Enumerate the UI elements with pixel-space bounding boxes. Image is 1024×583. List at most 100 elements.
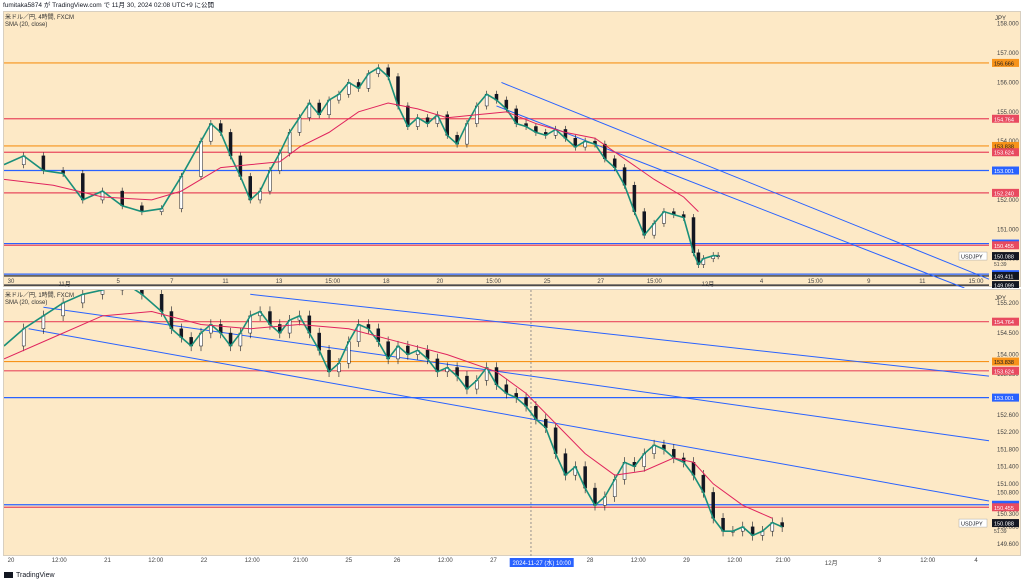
lower-candle-body — [159, 294, 164, 312]
footer-brand[interactable]: TradingView — [4, 569, 55, 583]
lower-last-price-tag — [992, 519, 1019, 528]
upper-x-tick: 15:00 — [807, 279, 823, 285]
lower-currency-label[interactable]: JPY — [994, 296, 1006, 302]
upper-x-tick: 25 — [543, 279, 551, 285]
upper-x-tick: 18 — [382, 279, 390, 285]
upper-y-tick: 152.000 — [997, 198, 1019, 204]
upper-level-tag — [992, 141, 1019, 150]
upper-x-axis: 30 11月 5 7 11 13 15:00 18 20 15:00 25 27 15:00 12月 4 15… — [3, 277, 988, 289]
upper-level-label: 156.666 — [994, 61, 1014, 67]
lower-chart-svg[interactable]: 155.200154.500154.000153.550153.000152.6… — [3, 276, 1022, 557]
lower-x-tick: 12:00 — [51, 558, 67, 564]
upper-level-label: 149.411 — [994, 274, 1013, 280]
lower-y-tick: 151.000 — [997, 482, 1019, 488]
lower-x-tick: 2024-11-27 (水) 10:00 — [509, 558, 575, 567]
upper-candle-body — [41, 155, 46, 171]
upper-level-tag — [992, 58, 1019, 67]
lower-y-tick: 152.200 — [997, 430, 1019, 436]
upper-chart-svg[interactable]: 158.000157.000156.000155.000154.000153.0… — [3, 12, 1022, 290]
upper-currency-label[interactable]: JPY — [994, 16, 1006, 22]
upper-level-label: 153.624 — [994, 151, 1014, 157]
lower-candle-body — [21, 328, 26, 347]
upper-level-label: 154.764 — [994, 117, 1014, 123]
upper-x-tick: 27 — [597, 279, 605, 285]
lower-level-tag — [992, 393, 1019, 402]
upper-x-tick: 12月 — [701, 282, 715, 288]
upper-x-tick: 7 — [170, 279, 174, 285]
lower-sma-line — [3, 311, 773, 519]
upper-x-tick: 13 — [275, 279, 283, 285]
lower-x-tick: 12:00 — [437, 558, 453, 564]
lower-legend-sma: SMA (20, close) — [5, 300, 48, 306]
lower-level-tag — [992, 317, 1019, 326]
upper-x-tick: 11月 — [58, 282, 71, 288]
upper-level-tag — [992, 241, 1019, 250]
lower-x-tick: 22 — [200, 558, 208, 564]
upper-level-tag — [992, 114, 1019, 123]
lower-y-tick: 152.600 — [997, 413, 1019, 419]
upper-legend-symbol: 米ドル／円, 4時間, FXCM — [5, 15, 75, 21]
lower-y-tick: 150.000 — [997, 525, 1019, 531]
lower-countdown: 51:39 — [994, 529, 1007, 535]
upper-trend-line — [496, 105, 965, 289]
upper-y-tick: 151.000 — [997, 227, 1019, 233]
lower-candle-body — [41, 315, 46, 330]
lower-y-tick: 154.500 — [997, 331, 1019, 337]
lower-x-tick: 29 — [683, 558, 690, 564]
lower-y-tick: 149.600 — [997, 542, 1019, 548]
upper-x-tick: 11 — [919, 279, 926, 285]
upper-x-tick: 11 — [222, 279, 229, 285]
lower-x-tick: 12月 — [824, 561, 838, 567]
upper-price-line — [3, 66, 719, 267]
upper-y-tick: 156.000 — [997, 80, 1019, 86]
lower-y-tick: 154.000 — [997, 353, 1019, 359]
lower-price-line — [3, 280, 783, 537]
upper-x-tick: 30 — [7, 279, 15, 285]
lower-candle-body — [780, 522, 784, 528]
lower-x-tick: 28 — [586, 558, 594, 564]
lower-x-tick: 3 — [877, 558, 882, 564]
upper-level-label: 152.240 — [994, 191, 1014, 197]
lower-x-tick: 12:00 — [630, 558, 646, 564]
upper-x-tick: 15:00 — [325, 279, 341, 285]
lower-level-tag — [992, 503, 1019, 512]
lower-legend: 米ドル／円, 1時間, FXCM SMA (20, close) — [5, 293, 74, 307]
upper-level-label: 149.099 — [994, 284, 1014, 288]
upper-level-label: 153.838 — [994, 144, 1014, 150]
upper-x-tick: 5 — [116, 279, 120, 285]
upper-x-tick: 4 — [759, 279, 764, 285]
lower-level-tag — [992, 366, 1019, 375]
lower-x-tick: 27 — [490, 558, 497, 564]
upper-y-tick: 158.000 — [997, 22, 1019, 28]
lower-trend-line — [28, 328, 990, 502]
lower-legend-symbol: 米ドル／円, 1時間, FXCM — [5, 293, 75, 299]
lower-level-label: 154.764 — [994, 320, 1014, 326]
upper-chart-pane[interactable]: 158.000157.000156.000155.000154.000153.0… — [3, 11, 1022, 290]
lower-x-tick: 12:00 — [148, 558, 164, 564]
upper-level-tag — [992, 271, 1019, 280]
upper-candle-body — [199, 140, 203, 177]
upper-level-tag — [992, 281, 1019, 290]
upper-legend-sma: SMA (20, close) — [5, 22, 48, 28]
lower-trend-line — [250, 293, 990, 377]
lower-trend-line — [43, 306, 990, 442]
upper-level-tag — [992, 188, 1019, 197]
lower-y-tick: 155.200 — [997, 301, 1019, 307]
upper-countdown: 51:39 — [994, 262, 1007, 268]
lower-y-tick: 153.550 — [997, 372, 1019, 378]
upper-x-tick: 15:00 — [968, 279, 984, 285]
lower-x-tick: 12:00 — [244, 558, 260, 564]
lower-x-tick: 21:00 — [775, 558, 791, 564]
lower-symbol-tag: USDJPY — [961, 522, 983, 528]
upper-level-label: 150.455 — [994, 244, 1014, 250]
lower-chart-pane[interactable]: 155.200154.500154.000153.550153.000152.6… — [3, 276, 1022, 557]
upper-level-label: 153.001 — [994, 169, 1014, 175]
upper-legend: 米ドル／円, 4時間, FXCM SMA (20, close) — [5, 15, 74, 29]
lower-y-tick: 151.400 — [997, 465, 1019, 471]
upper-last-price-tag — [992, 252, 1019, 261]
upper-x-tick: 15:00 — [646, 279, 662, 285]
attribution-text: fumitaka5874 が TradingView.com で 11月 30,… — [3, 2, 215, 9]
lower-x-tick: 26 — [393, 558, 401, 564]
upper-symbol-tag-box — [958, 251, 988, 261]
lower-x-axis: 20 12:00 21 12:00 22 12:00 21:00 25 26 12:00 27 202… — [3, 556, 988, 568]
